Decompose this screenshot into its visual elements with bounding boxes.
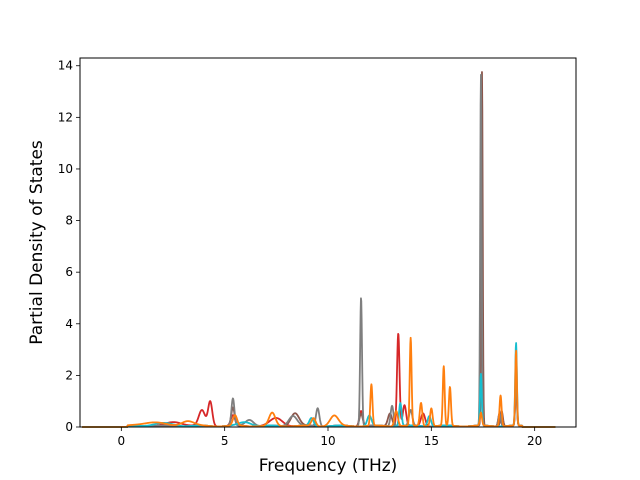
series-line (81, 336, 556, 428)
y-tick-label: 4 (65, 317, 73, 331)
y-tick-label: 2 (65, 368, 73, 382)
x-tick-label: 10 (320, 434, 335, 448)
x-tick-label: 20 (527, 434, 542, 448)
plot-lines (81, 71, 556, 428)
x-tick-label: 15 (424, 434, 439, 448)
series-line (81, 71, 556, 428)
y-tick-label: 6 (65, 265, 73, 279)
x-tick-label: 0 (118, 434, 126, 448)
x-axis: 0 5 10 15 20 (118, 427, 542, 448)
y-axis: 0 2 4 6 8 10 12 14 (58, 59, 80, 434)
y-tick-label: 14 (58, 59, 73, 73)
y-tick-label: 12 (58, 110, 73, 124)
series-line (81, 73, 556, 428)
x-tick-label: 5 (221, 434, 229, 448)
x-axis-label: Frequency (THz) (259, 456, 398, 476)
y-tick-label: 0 (65, 420, 73, 434)
plot-frame (79, 57, 577, 428)
y-tick-label: 8 (65, 214, 73, 228)
y-tick-label: 10 (58, 162, 73, 176)
y-axis-label: Partial Density of States (27, 140, 47, 345)
